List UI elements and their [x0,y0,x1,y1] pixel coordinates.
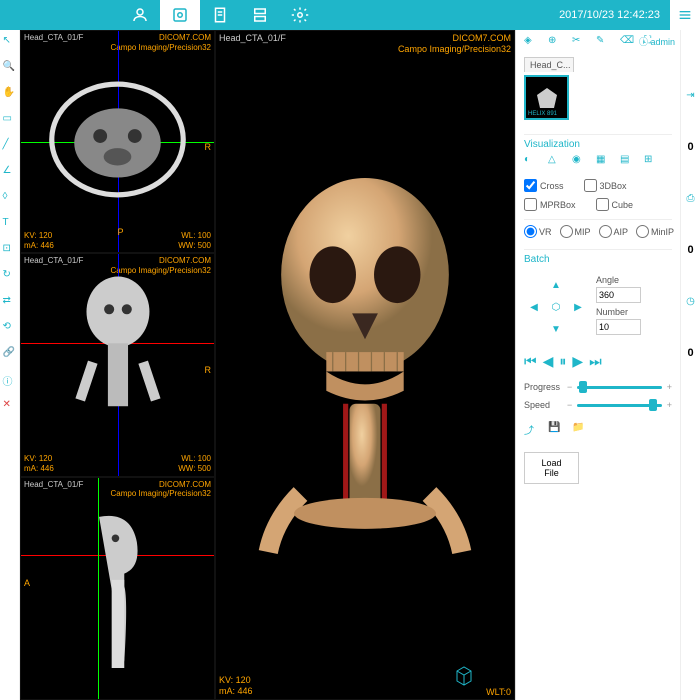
aip-radio[interactable]: AIP [599,225,629,238]
tab-report[interactable] [200,0,240,30]
rotate-center-icon[interactable]: ⬡ [546,297,566,317]
axial-view[interactable]: Head_CTA_01/F DICOM7.COMCampo Imaging/Pr… [20,30,215,253]
tool-measure-icon[interactable]: ╱ [3,139,17,153]
clock-icon[interactable]: ◷ [686,296,695,307]
rotate-left-icon[interactable]: ◀ [524,297,544,317]
cube-checkbox[interactable]: Cube [596,198,634,211]
mip-radio[interactable]: MIP [560,225,591,238]
tool-angle-icon[interactable]: ∠ [3,165,17,179]
sagittal-ct-image [31,498,204,674]
series-thumbnail[interactable]: HELIX 891 [524,75,569,120]
eraser-icon[interactable]: ⌫ [620,35,636,51]
next-icon[interactable]: ▶ [572,353,583,370]
tool-link-icon[interactable]: 🔗 [3,347,17,361]
number-input[interactable] [596,319,641,335]
visualization-section: Visualization [524,134,672,150]
tool-text-icon[interactable]: T [3,217,17,231]
rotate-right-icon[interactable]: ▶ [568,297,588,317]
vr-radio[interactable]: VR [524,225,552,238]
coronal-ct-image [31,274,204,450]
playback-controls: ⏮ ◀ ⏸ ▶ ⏭ [524,353,672,370]
menu-button[interactable] [670,0,700,30]
tool-reset-icon[interactable]: ⟲ [3,321,17,335]
series-tab[interactable]: Head_C... [524,57,574,72]
tool-rotate-icon[interactable]: ↻ [3,269,17,283]
cube-icon[interactable]: ◈ [524,35,540,51]
tool-window-icon[interactable]: ▭ [3,113,17,127]
top-bar: 2017/10/23 12:42:23 [0,0,700,30]
tool-flip-icon[interactable]: ⇄ [3,295,17,309]
last-icon[interactable]: ⏭ [589,353,602,370]
rotation-dpad: ▲ ◀⬡▶ ▼ [524,275,588,339]
tool-pointer-icon[interactable]: ↖ [3,35,17,49]
sphere-icon[interactable]: ⊕ [548,35,564,51]
tool-zoom-icon[interactable]: 🔍 [3,61,17,75]
pause-icon[interactable]: ⏸ [559,353,566,370]
rotate-down-icon[interactable]: ▼ [546,319,566,339]
viewport-area: Head_CTA_01/F DICOM7.COMCampo Imaging/Pr… [20,30,515,700]
tab-patient[interactable] [120,0,160,30]
tool-crop-icon[interactable]: ⊡ [3,243,17,257]
folder-icon[interactable]: 📁 [572,422,588,438]
vis-icon-3[interactable]: ◉ [572,154,588,170]
vis-icon-2[interactable]: △ [548,154,564,170]
volume-render-view[interactable]: Head_CTA_01/F DICOM7.COMCampo Imaging/Pr… [215,30,515,700]
angle-input[interactable] [596,287,641,303]
tab-server[interactable] [240,0,280,30]
export-icon[interactable]: ⤴ [524,422,540,438]
axial-ct-image [31,51,204,227]
inbox-icon[interactable]: ⇥ [686,90,694,101]
mprbox-checkbox[interactable]: MPRBox [524,198,576,211]
pen-icon[interactable]: ✎ [596,35,612,51]
main-tabs [120,0,320,30]
print-icon[interactable]: ⎙ [687,193,695,204]
mpr-column: Head_CTA_01/F DICOM7.COMCampo Imaging/Pr… [20,30,215,700]
progress-slider[interactable] [577,386,661,389]
coronal-view[interactable]: Head_CTA_01/F DICOM7.COMCampo Imaging/Pr… [20,253,215,476]
vis-icon-4[interactable]: ▦ [596,154,612,170]
load-file-button[interactable]: Load File [524,452,579,484]
batch-section: Batch [524,249,672,265]
skull-3d-render [236,61,494,669]
rotate-up-icon[interactable]: ▲ [546,275,566,295]
3dbox-checkbox[interactable]: 3DBox [584,179,627,192]
user-label[interactable]: ⓘ admin [639,35,675,48]
orientation-cube-icon[interactable] [449,661,479,694]
speed-slider[interactable] [577,404,661,407]
tool-info-icon[interactable]: ⓘ [3,373,17,387]
tab-viewer[interactable] [160,0,200,30]
right-panel: ◈ ⊕ ✂ ✎ ⌫ ⛶ Head_C... HELIX 891 Visualiz… [515,30,680,700]
first-icon[interactable]: ⏮ [524,353,537,370]
minip-radio[interactable]: MinIP [636,225,674,238]
cross-checkbox[interactable]: Cross [524,179,564,192]
left-toolbar: ↖ 🔍 ✋ ▭ ╱ ∠ ◊ T ⊡ ↻ ⇄ ⟲ 🔗 ⓘ ✕ [0,30,20,700]
vis-icon-6[interactable]: ⊞ [644,154,660,170]
tab-settings[interactable] [280,0,320,30]
scissors-icon[interactable]: ✂ [572,35,588,51]
vis-icon-5[interactable]: ▤ [620,154,636,170]
tool-pan-icon[interactable]: ✋ [3,87,17,101]
sagittal-view[interactable]: Head_CTA_01/F DICOM7.COMCampo Imaging/Pr… [20,477,215,700]
datetime: 2017/10/23 12:42:23 [559,9,660,21]
tool-close-icon[interactable]: ✕ [3,399,17,413]
far-right-bar: ⇥ 0 ⎙ 0 ◷ 0 [680,30,700,700]
vis-icon-1[interactable]: ◐ [524,154,540,170]
tool-roi-icon[interactable]: ◊ [3,191,17,205]
save-icon[interactable]: 💾 [548,422,564,438]
prev-icon[interactable]: ◀ [543,353,554,370]
